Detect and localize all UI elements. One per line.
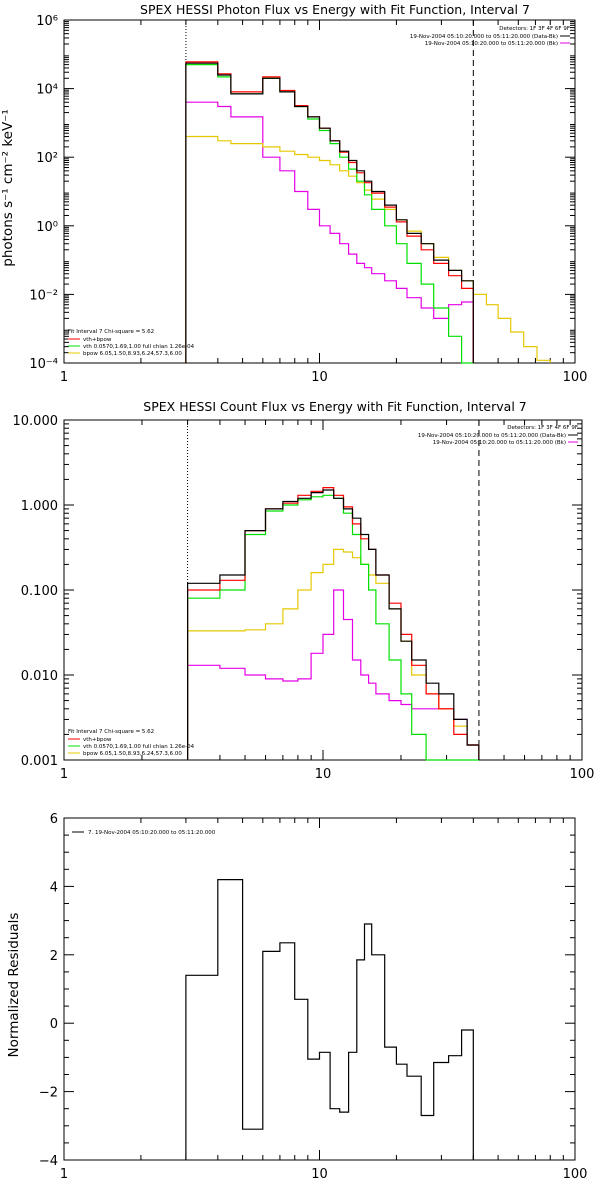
count-flux-series [187,487,480,761]
x-tick-label: 1 [60,1167,68,1182]
count-flux-legend-bk-interval: 19-Nov-2004 05:10:20.000 to 05:11:20.000… [433,440,566,446]
y-tick-label: 0.100 [21,584,58,599]
photon-flux-legend-data-interval: 19-Nov-2004 05:10:20.000 to 05:11:20.000… [410,34,558,40]
count-flux-panel: SPEX HESSI Count Flux vs Energy with Fit… [13,399,595,782]
photon-flux-legend-vth: vth 0.0570,1.69,1.00 full chian 1.26e-04 [83,344,195,350]
y-tick-label: 10⁻⁴ [29,357,58,372]
photon-flux-series [185,61,551,364]
count-flux-legend-bpow: bpow 6.05,1.50,8.93,6.24,57.3,6.00 [83,751,182,757]
y-tick-label: 6 [50,812,58,827]
y-tick-label: 2 [50,949,58,964]
photon-flux-y-label: photons s⁻¹ cm⁻² keV⁻¹ [0,109,16,267]
y-tick-label: 0.010 [21,669,58,684]
x-tick-label: 10 [311,1167,328,1182]
count-flux-legend-vth: vth 0.0570,1.69,1.00 full chian 1.26e-04 [83,744,195,750]
residuals-series-7-19-nov-2004-05-10-20-000-to-05-11-20-000 [185,879,474,1160]
photon-flux-series-data-bk [185,62,474,363]
residuals-series [185,879,474,1160]
photon-flux-y-ticks: 10⁻⁴ 10⁻² 10⁰ 10² 10⁴ 10⁶ [29,14,575,372]
photon-flux-legend-total: vth+bpow [83,337,112,343]
y-tick-label: 0 [50,1017,58,1032]
photon-flux-legend-detectors: Detectors: 1F 3F 4F 6F 9F [499,26,570,32]
photon-flux-legend-top-right: Detectors: 1F 3F 4F 6F 9F 19-Nov-2004 05… [410,26,570,47]
photon-flux-title: SPEX HESSI Photon Flux vs Energy with Fi… [140,2,530,17]
x-tick-label: 10 [311,370,328,385]
y-tick-label: 1.000 [21,499,58,514]
count-flux-y-ticks: 0.001 0.010 0.100 1.000 10.000 [13,414,582,769]
photon-flux-panel: SPEX HESSI Photon Flux vs Energy with Fi… [0,2,587,385]
y-tick-label: −4 [39,1154,58,1169]
y-tick-label: 10⁶ [36,14,58,29]
count-flux-plot-frame [63,419,583,761]
count-flux-legend-data-interval: 19-Nov-2004 05:10:20.000 to 05:11:20.000… [418,433,566,439]
y-tick-label: 10⁴ [36,83,58,98]
x-tick-label: 100 [563,1167,588,1182]
photon-flux-series-bk [185,101,474,363]
y-tick-label: 4 [50,880,58,895]
photon-flux-legend-bk-interval: 19-Nov-2004 05:10:20.000 to 05:11:20.000… [425,41,558,47]
photon-flux-legend-bottom-left: Fit Interval 7 Chi-square = 5.62 vth+bpo… [68,329,195,357]
count-flux-series-bk [187,589,480,760]
y-tick-label: −2 [39,1086,58,1101]
x-tick-label: 100 [570,767,595,782]
x-tick-label: 100 [563,370,588,385]
photon-flux-legend-bpow: bpow 6.05,1.50,8.93,6.24,57.3,6.00 [83,351,182,357]
residuals-legend-label: 7. 19-Nov-2004 05:10:20.000 to 05:11:20.… [88,830,216,836]
y-tick-label: 10⁻² [29,288,58,303]
y-tick-label: 0.001 [21,754,58,769]
residuals-plot-frame [63,817,576,1161]
y-tick-label: 10.000 [13,414,59,429]
photon-flux-series-bpow [185,135,551,363]
count-flux-x-ticks: 1 10 100 [60,420,595,782]
count-flux-series-data-bk [187,489,480,760]
residuals-x-ticks: 1 10 100 [60,818,588,1182]
photon-flux-series-vth [185,63,474,364]
count-flux-legend-detectors: Detectors: 1F 3F 4F 6F 9F [507,425,578,431]
y-tick-label: 10⁰ [36,220,58,235]
residuals-panel: Normalized Residuals 1 10 100 −4 −2 0 2 4 6 7. … [6,812,587,1182]
residuals-y-label: Normalized Residuals [6,913,22,1058]
residuals-y-ticks: −4 −2 0 2 4 6 [39,812,575,1169]
count-flux-series-bpow [187,548,480,760]
count-flux-reference-lines [187,420,480,760]
x-tick-label: 10 [315,767,332,782]
count-flux-legend-top-right: Detectors: 1F 3F 4F 6F 9F 19-Nov-2004 05… [418,425,578,446]
y-tick-label: 10² [36,151,58,166]
x-tick-label: 1 [60,767,68,782]
residuals-legend: 7. 19-Nov-2004 05:10:20.000 to 05:11:20.… [72,830,216,836]
count-flux-title: SPEX HESSI Count Flux vs Energy with Fit… [143,399,526,414]
count-flux-legend-fit-info: Fit Interval 7 Chi-square = 5.62 [68,729,154,735]
count-flux-legend-bottom-left: Fit Interval 7 Chi-square = 5.62 vth+bpo… [68,729,195,757]
photon-flux-legend-fit-info: Fit Interval 7 Chi-square = 5.62 [68,329,154,335]
photon-flux-reference-lines [185,20,474,363]
count-flux-legend-total: vth+bpow [83,737,112,743]
x-tick-label: 1 [60,370,68,385]
